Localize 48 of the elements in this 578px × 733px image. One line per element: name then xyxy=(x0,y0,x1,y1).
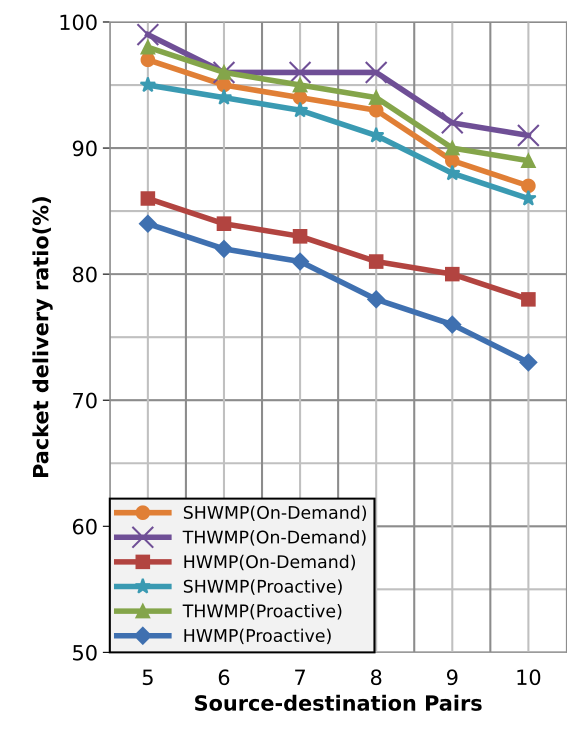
legend-label: SHWMP(On-Demand) xyxy=(184,506,366,522)
point xyxy=(216,65,232,80)
point xyxy=(140,40,156,54)
y-axis-title: Packet delivery ratio(%) xyxy=(32,197,53,478)
legend-label: HWMP(Proactive) xyxy=(184,628,331,644)
point xyxy=(521,153,536,168)
point xyxy=(138,214,157,233)
legend-label: HWMP(On-Demand) xyxy=(184,554,356,570)
point xyxy=(368,102,384,118)
x-tick-label: 7 xyxy=(295,670,305,685)
y-tick-label: 90 xyxy=(72,140,97,156)
point xyxy=(364,60,388,84)
legend-label: THWMP(On-Demand) xyxy=(182,530,366,546)
point xyxy=(216,78,232,92)
point xyxy=(292,229,308,244)
x-tick-label: 10 xyxy=(517,669,540,686)
x-tick-label: 5 xyxy=(142,670,153,686)
point xyxy=(444,266,460,282)
point xyxy=(136,23,160,46)
point xyxy=(440,111,464,134)
y-tick-label: 60 xyxy=(72,518,97,535)
point xyxy=(519,353,538,372)
point xyxy=(368,254,384,269)
point xyxy=(140,52,156,68)
point xyxy=(215,240,233,258)
y-tick-label: 50 xyxy=(73,644,97,661)
point xyxy=(521,292,536,307)
y-tick-label: 100 xyxy=(60,14,97,30)
point xyxy=(288,60,312,84)
point xyxy=(367,290,386,308)
legend-label: THWMP(Proactive) xyxy=(182,604,342,620)
point xyxy=(521,178,536,194)
point xyxy=(140,191,156,206)
point xyxy=(291,252,309,270)
x-tick-label: 6 xyxy=(218,669,230,686)
point xyxy=(216,216,232,232)
y-tick-label: 70 xyxy=(73,392,97,408)
point xyxy=(443,316,462,334)
y-tick-label: 80 xyxy=(72,266,97,282)
x-tick-label: 8 xyxy=(370,669,382,686)
point xyxy=(292,78,308,92)
x-axis-title: Source-destination Pairs xyxy=(195,694,482,711)
point xyxy=(368,90,384,105)
x-tick-label: 9 xyxy=(446,669,458,686)
point xyxy=(140,76,156,92)
point xyxy=(516,124,540,147)
legend-label: SHWMP(Proactive) xyxy=(184,579,342,595)
point xyxy=(444,140,460,156)
